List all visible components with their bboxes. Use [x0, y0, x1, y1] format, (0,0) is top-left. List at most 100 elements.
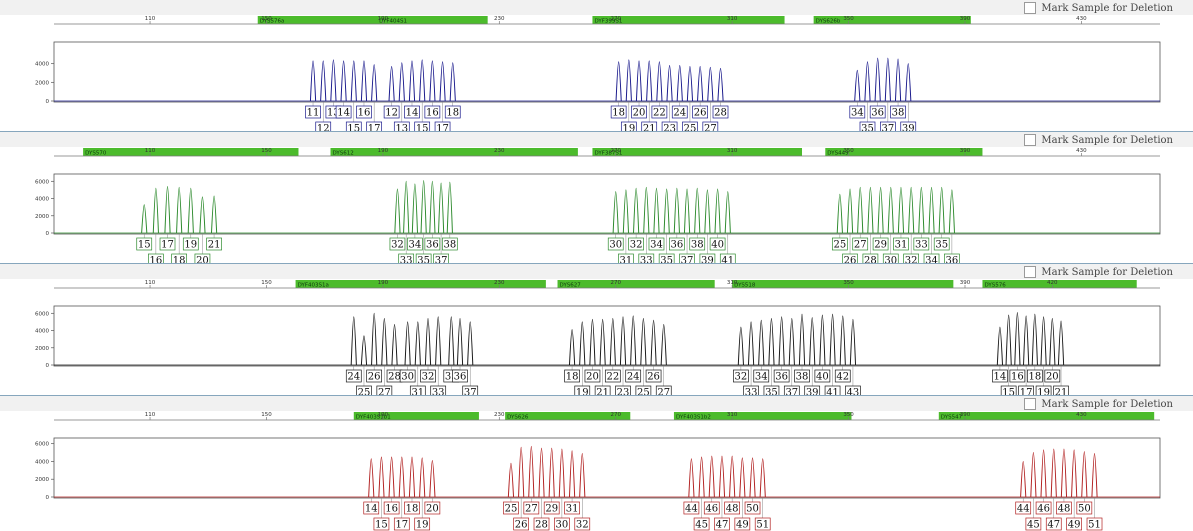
allele-peak — [759, 458, 766, 498]
allele-box — [523, 501, 540, 515]
allele-box — [1026, 369, 1043, 383]
allele-label: 16 — [383, 501, 400, 515]
allele-box — [804, 385, 821, 396]
allele-label: 15 — [414, 121, 431, 132]
allele-label: 36 — [773, 369, 790, 383]
marker-bar — [257, 16, 380, 24]
allele-peak — [996, 326, 1004, 366]
allele-box — [992, 369, 1008, 383]
allele-box — [671, 105, 688, 119]
allele-number: 20 — [196, 256, 209, 265]
panel-separator — [0, 263, 1193, 264]
allele-label: 17 — [159, 237, 176, 251]
allele-number: 32 — [391, 240, 404, 251]
allele-number: 32 — [735, 372, 748, 383]
allele-label: 13 — [393, 121, 410, 132]
allele-number: 19 — [184, 240, 197, 251]
allele-label: 45 — [693, 517, 710, 531]
plot-frame — [53, 41, 1161, 103]
allele-box — [859, 121, 876, 132]
mark-for-deletion-control[interactable]: Mark Sample for Deletion — [1024, 397, 1173, 411]
allele-number: 31 — [411, 388, 424, 397]
allele-label: 17 — [434, 121, 451, 132]
mark-for-deletion-control[interactable]: Mark Sample for Deletion — [1024, 1, 1173, 15]
allele-number: 33 — [400, 256, 413, 265]
allele-peak — [819, 314, 826, 366]
allele-peak — [1071, 449, 1078, 498]
marker-bin: DYS576a — [257, 16, 380, 25]
allele-label: 30 — [399, 369, 416, 383]
marker-name: DYS547 — [941, 415, 963, 421]
allele-box — [383, 105, 400, 119]
allele-peak — [1030, 452, 1037, 498]
allele-label: 33 — [398, 253, 415, 265]
allele-number: 33 — [745, 388, 758, 397]
x-tick-label: 110 — [145, 412, 156, 418]
allele-peak — [408, 60, 416, 102]
allele-label: 33 — [430, 385, 447, 396]
allele-peak — [538, 447, 545, 498]
allele-box — [900, 121, 917, 132]
allele-label: 32 — [628, 237, 644, 251]
allele-label: 27 — [523, 501, 540, 515]
allele-label: 35 — [658, 253, 675, 264]
x-tick-label: 310 — [727, 148, 738, 154]
allele-peak — [368, 458, 375, 498]
mark-for-deletion-checkbox[interactable] — [1024, 134, 1037, 146]
mark-for-deletion-checkbox[interactable] — [1024, 2, 1037, 14]
allele-label: 26 — [842, 253, 858, 264]
marker-bar — [83, 148, 299, 156]
allele-peak — [176, 186, 183, 234]
allele-number: 28 — [388, 372, 401, 383]
allele-peak — [152, 187, 159, 234]
allele-label: 32 — [420, 369, 436, 383]
allele-label: 19 — [414, 517, 431, 531]
allele-number: 18 — [406, 504, 419, 515]
allele-peak — [884, 57, 891, 102]
allele-label: 32 — [733, 369, 749, 383]
allele-number: 51 — [1088, 520, 1101, 531]
allele-number: 41 — [721, 256, 734, 265]
allele-label: 42 — [834, 369, 851, 383]
allele-peak — [694, 187, 701, 234]
x-tick-label: 350 — [843, 148, 854, 154]
allele-label: 50 — [1076, 501, 1093, 515]
allele-box — [159, 237, 176, 251]
allele-box — [424, 501, 441, 515]
x-tick-label: 310 — [727, 16, 738, 22]
allele-label: 19 — [182, 237, 199, 251]
mark-for-deletion-label: Mark Sample for Deletion — [1041, 2, 1173, 14]
allele-box — [712, 105, 729, 119]
allele-peak — [309, 60, 317, 102]
x-tick-label: 110 — [145, 280, 156, 286]
allele-box — [404, 501, 420, 515]
allele-peak — [729, 455, 736, 498]
allele-box — [345, 121, 362, 132]
allele-peak — [360, 335, 368, 366]
panel-separator — [0, 395, 1193, 396]
allele-box — [1009, 369, 1026, 383]
mark-for-deletion-control[interactable]: Mark Sample for Deletion — [1024, 265, 1173, 279]
mark-for-deletion-checkbox[interactable] — [1024, 398, 1037, 410]
x-tick-label: 350 — [843, 280, 854, 286]
allele-number: 33 — [640, 256, 653, 265]
mark-for-deletion-control[interactable]: Mark Sample for Deletion — [1024, 133, 1173, 147]
allele-label: 25 — [682, 121, 698, 132]
allele-peak — [1014, 311, 1021, 366]
allele-label: 46 — [1035, 501, 1052, 515]
allele-label: 32 — [574, 517, 591, 531]
allele-number: 35 — [417, 256, 430, 265]
allele-label: 20 — [194, 253, 211, 265]
allele-peak — [1057, 320, 1065, 366]
allele-peak — [615, 61, 622, 102]
allele-label: 15 — [345, 121, 362, 132]
allele-box — [424, 105, 441, 119]
mark-for-deletion-checkbox[interactable] — [1024, 266, 1037, 278]
allele-box — [414, 121, 431, 132]
marker-name: DYS570 — [85, 151, 107, 157]
marker-bin: DYF403S1b1 — [353, 412, 479, 421]
panel-header — [0, 0, 1193, 15]
allele-number: 14 — [994, 372, 1007, 383]
